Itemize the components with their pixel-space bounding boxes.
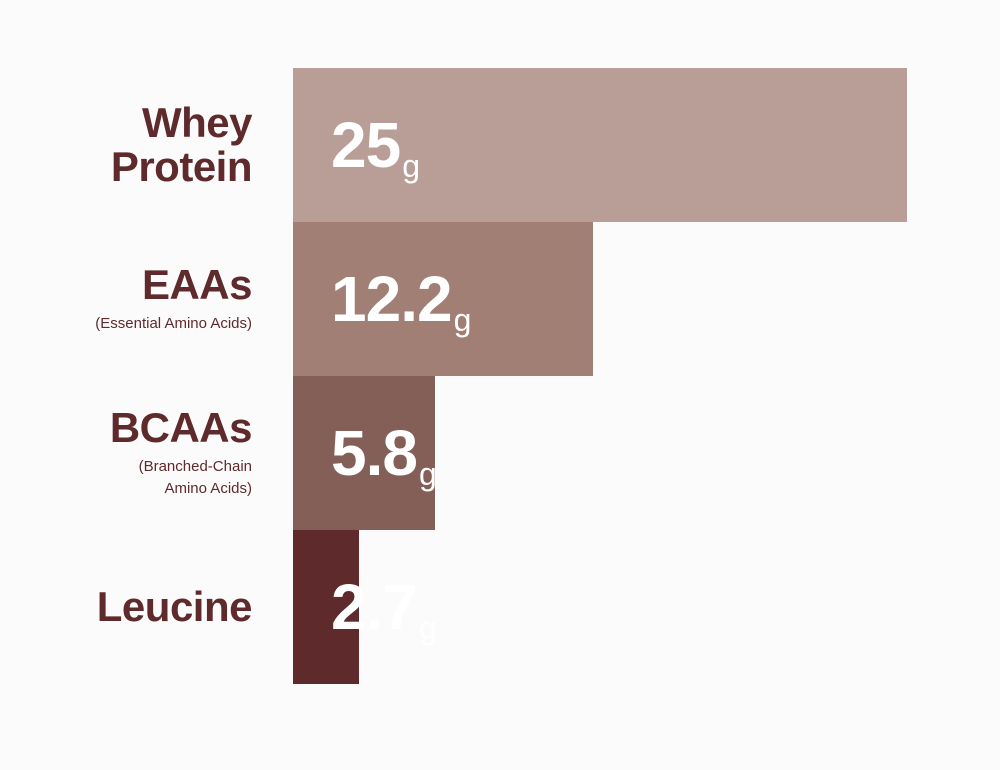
category-label: Leucine [96, 583, 253, 630]
category-label-group: EAAs (Essential Amino Acids) [95, 222, 252, 376]
value-unit: g [402, 148, 420, 184]
bar [293, 222, 593, 376]
bar [293, 530, 360, 684]
category-label: EAAs [141, 261, 253, 308]
value-number: 5.8 [331, 417, 418, 489]
value-unit: g [453, 302, 472, 338]
value-number: 12.2 [331, 263, 453, 335]
value-unit: g [418, 456, 437, 492]
value-label: 2.7 g [331, 570, 437, 646]
category-sublabel: (Branched-Chain Amino Acids) [138, 458, 252, 497]
category-label: Whey Protein [110, 99, 253, 190]
category-label: BCAAs [109, 404, 253, 451]
category-label-group: Whey Protein [52, 68, 253, 222]
value-unit: g [418, 610, 437, 646]
category-label-group: Leucine [96, 530, 253, 684]
category-label-group: BCAAs (Branched-Chain Amino Acids) [109, 376, 253, 530]
bar [293, 376, 436, 530]
value-label: 25 g [331, 108, 420, 184]
bar [293, 68, 907, 222]
value-label: 12.2 g [331, 262, 472, 338]
value-number: 25 [331, 109, 401, 181]
value-number: 2.7 [331, 571, 418, 643]
category-sublabel: (Essential Amino Acids) [95, 315, 252, 332]
value-label: 5.8 g [331, 416, 437, 492]
